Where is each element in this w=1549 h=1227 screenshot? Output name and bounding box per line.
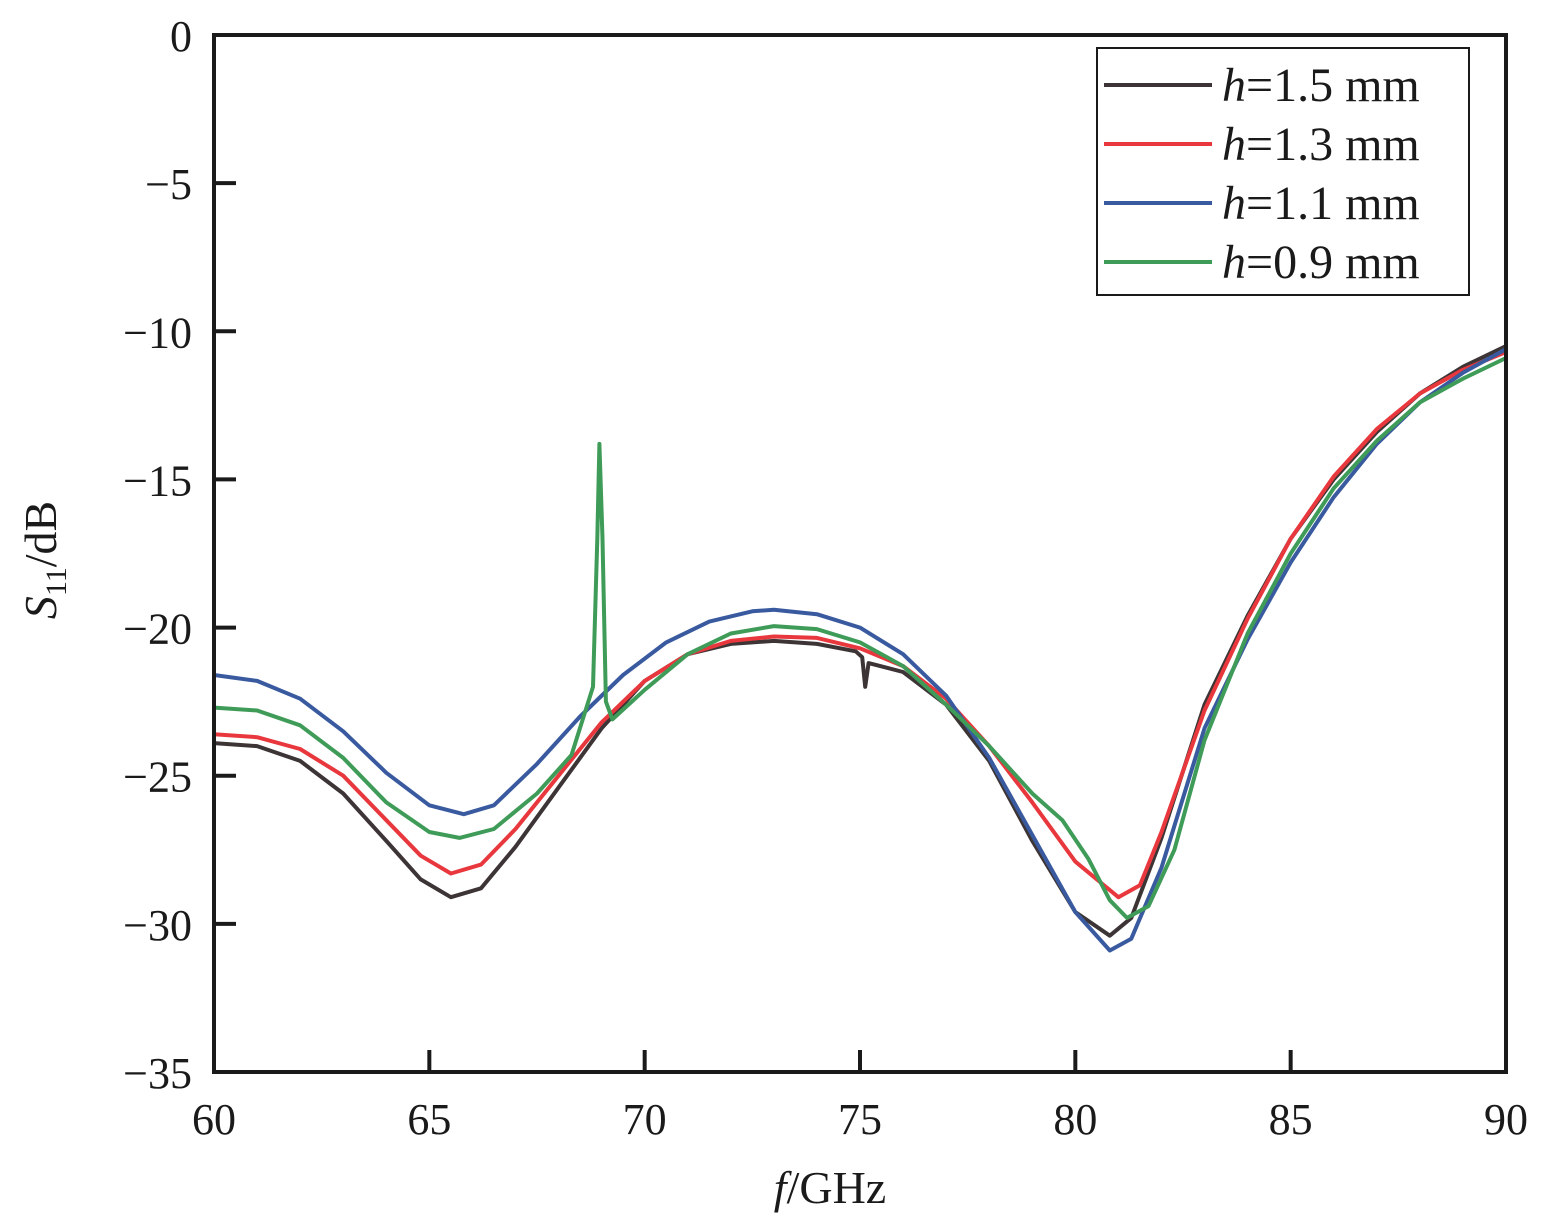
x-tick-label: 75 (838, 1095, 882, 1144)
y-tick-label: −30 (123, 901, 192, 950)
x-tick-label: 85 (1269, 1095, 1313, 1144)
legend-label-4: h=0.9 mm (1222, 236, 1420, 289)
series-line-3 (212, 347, 1508, 953)
y-axis-title-subscript: 11 (40, 567, 73, 596)
legend-items: h=1.5 mm h=1.3 mm h=1.1 mm h=0.9 mm (1104, 59, 1420, 289)
x-tick-label: 60 (192, 1095, 236, 1144)
y-tick-label: −10 (123, 308, 192, 357)
y-tick-label: −25 (123, 753, 192, 802)
y-tick-label: −15 (123, 456, 192, 505)
series-layer (212, 344, 1508, 953)
series-line-2 (212, 350, 1508, 900)
series-line-4 (212, 356, 1508, 920)
y-axis-title-unit: /dB (15, 501, 66, 567)
legend-label-1: h=1.5 mm (1222, 59, 1420, 112)
x-tick-label: 65 (407, 1095, 451, 1144)
legend-label-2: h=1.3 mm (1222, 118, 1420, 171)
y-axis-title: S11/dB (15, 501, 73, 619)
legend-box (1096, 47, 1470, 296)
x-tick-label: 80 (1053, 1095, 1097, 1144)
x-tick-label: 70 (623, 1095, 667, 1144)
x-tick-label: 90 (1484, 1095, 1528, 1144)
y-tick-label: −20 (123, 605, 192, 654)
y-tick-label: −35 (123, 1049, 192, 1098)
ticks-layer: 60 65 70 75 80 85 90 0 −5 −10 −15 −20 −25 −30 −35 (123, 12, 1528, 1144)
x-axis-title: f/GHz (774, 1162, 886, 1213)
legend-label-3: h=1.1 mm (1222, 177, 1420, 230)
y-tick-label: 0 (170, 12, 192, 61)
x-axis-title-unit: /GHz (787, 1162, 887, 1213)
legend: h=1.5 mm h=1.3 mm h=1.1 mm h=0.9 mm (1096, 47, 1470, 296)
y-tick-label: −5 (145, 160, 192, 209)
y-axis-title-italic: S (15, 596, 66, 619)
